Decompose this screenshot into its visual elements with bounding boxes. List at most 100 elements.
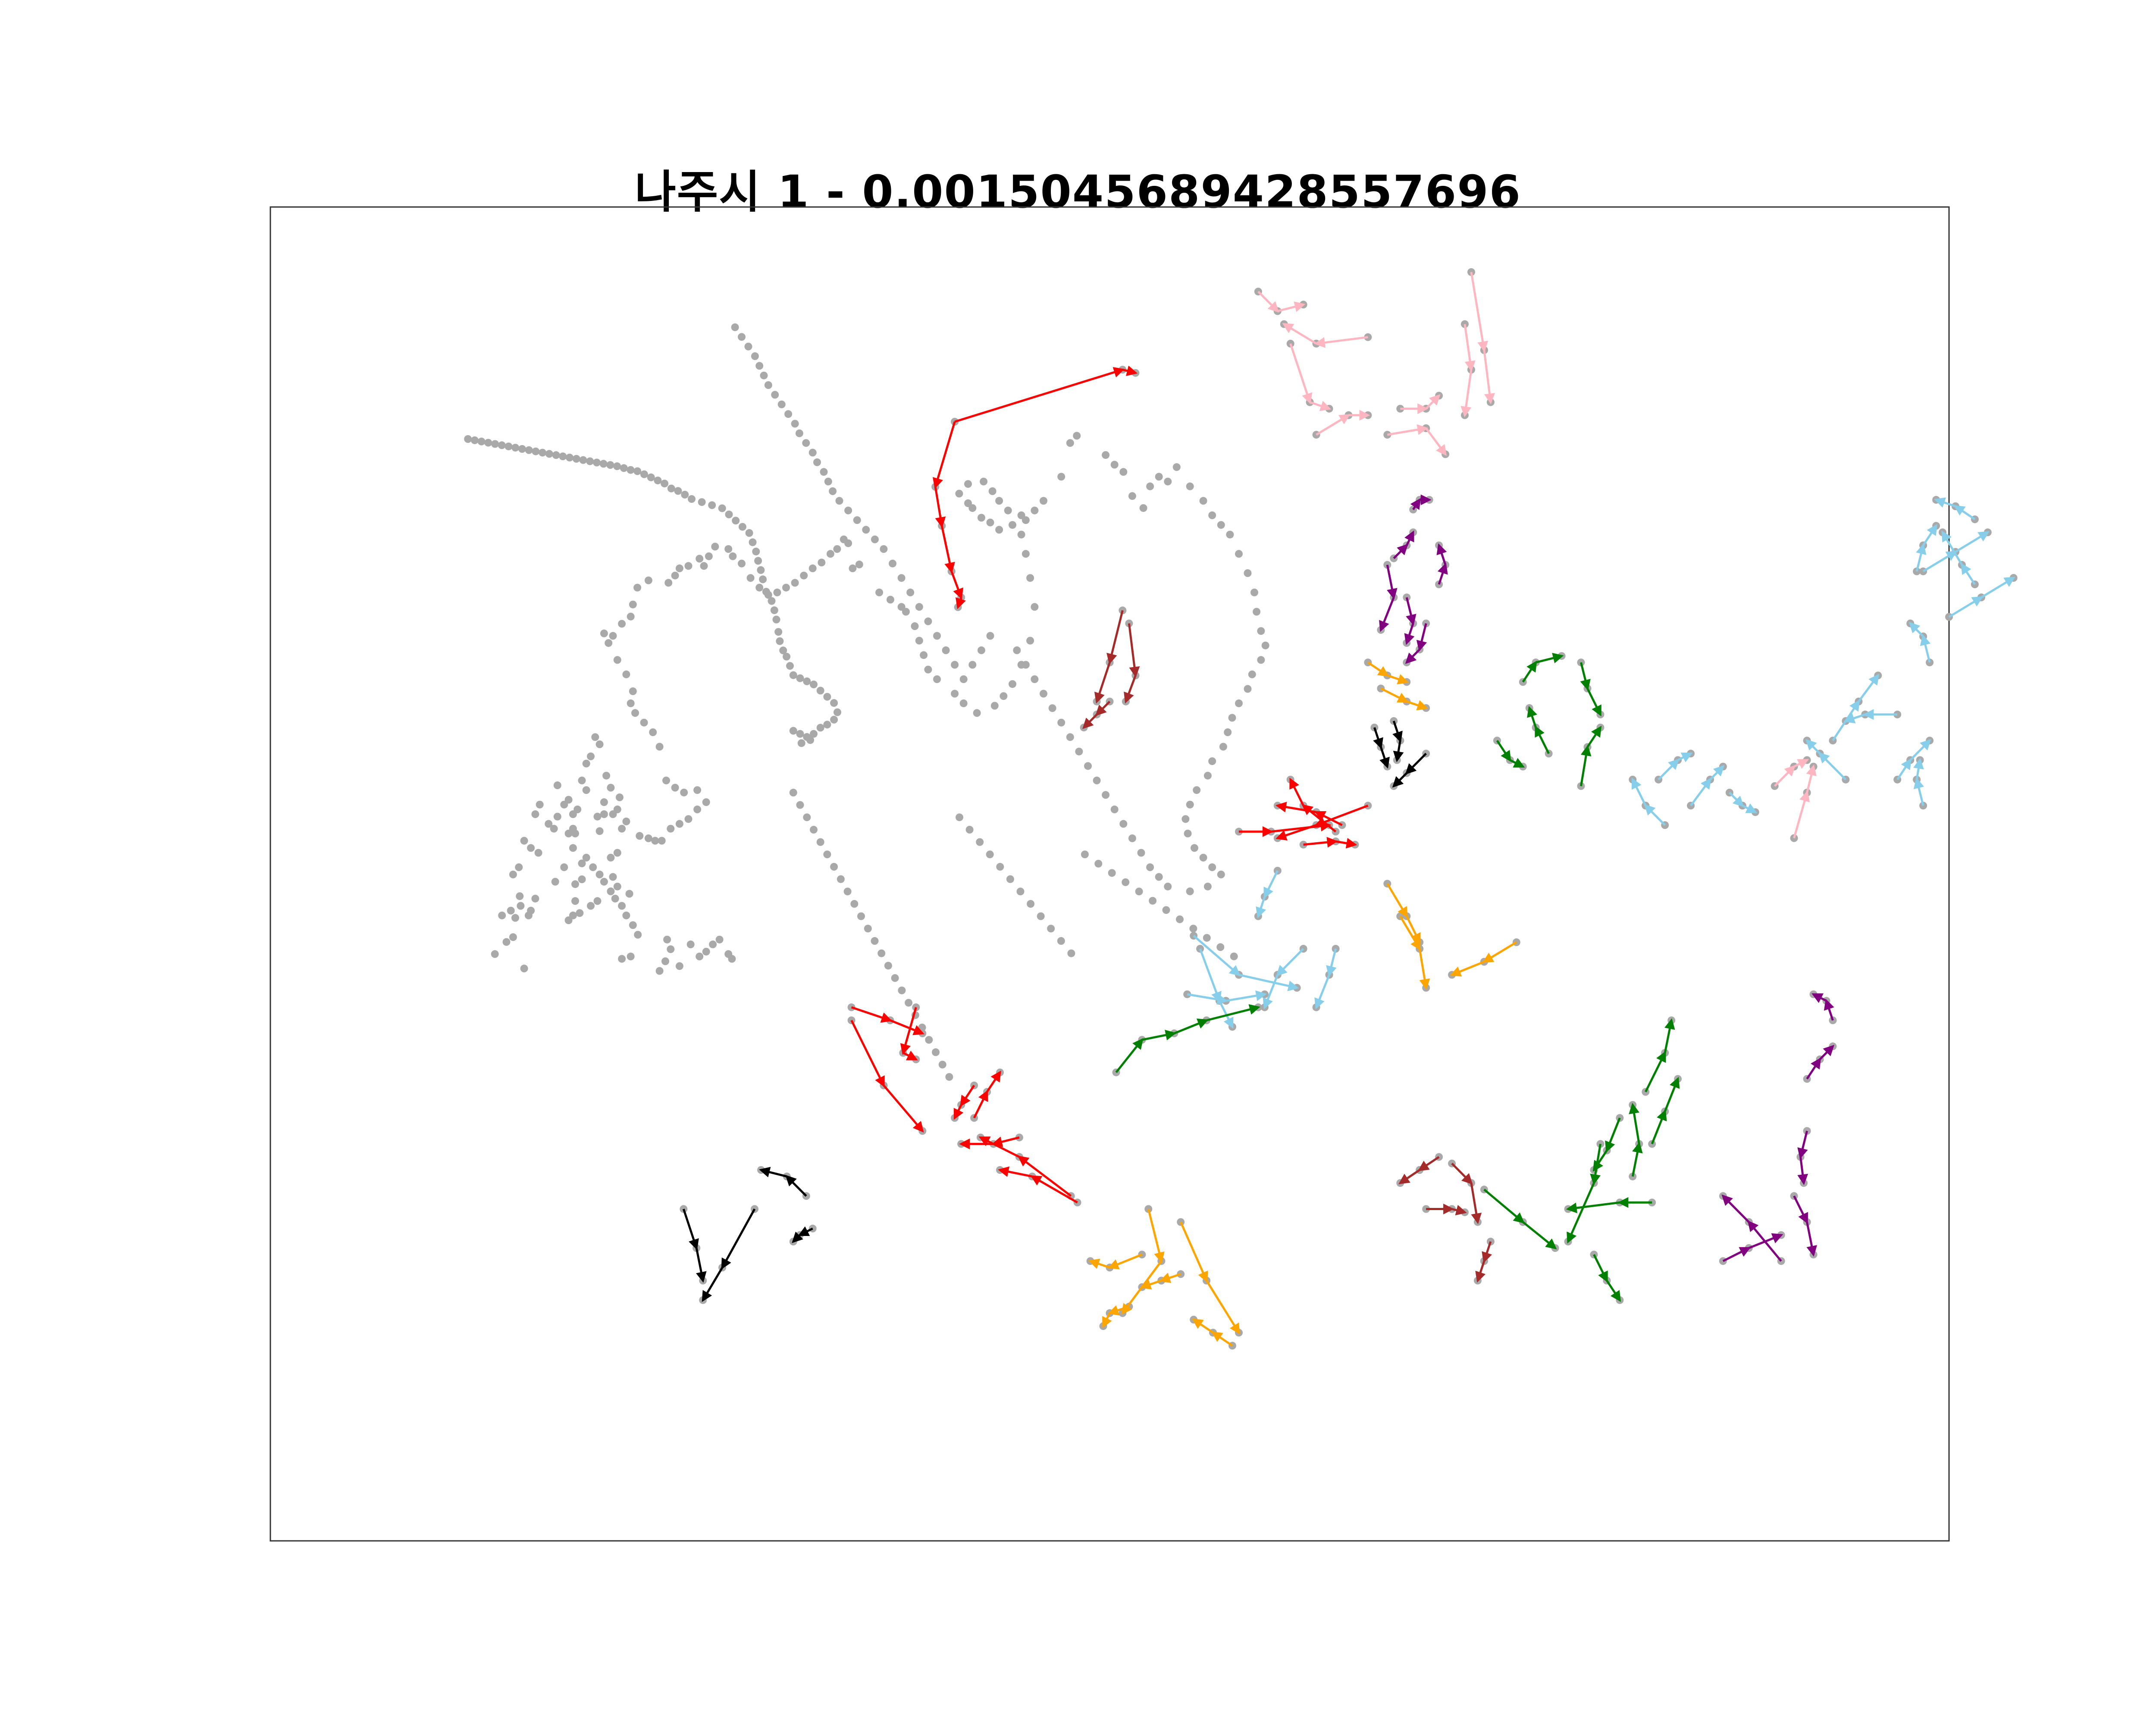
node-point	[835, 497, 843, 505]
node-point	[1017, 530, 1025, 539]
edge-arrow	[1017, 1155, 1072, 1197]
node-point	[613, 849, 621, 857]
node-point	[680, 788, 688, 797]
edge-arrow	[682, 1208, 699, 1250]
edge-arrow	[1961, 563, 1976, 585]
edge-arrow	[1386, 565, 1398, 600]
edge-arrow	[1580, 662, 1591, 691]
node-point	[696, 555, 704, 563]
node-point	[595, 827, 604, 835]
node-point	[539, 448, 547, 457]
node-point	[796, 730, 804, 738]
edge-arrow	[1314, 336, 1368, 348]
node-point	[618, 825, 626, 833]
node-point	[902, 608, 910, 616]
edge-arrow	[1289, 778, 1304, 806]
edge-arrow	[1263, 870, 1279, 899]
node-point	[609, 810, 617, 818]
node-point	[980, 477, 988, 486]
edge-arrow	[1406, 700, 1428, 711]
node-point	[1203, 772, 1212, 780]
node-point	[783, 652, 791, 661]
edge-arrow	[1416, 623, 1427, 652]
edge-arrow	[1580, 745, 1592, 787]
node-point	[524, 911, 533, 919]
edge-arrow	[890, 1019, 924, 1035]
edge-arrow	[1107, 1253, 1143, 1270]
edge-arrow	[1747, 1220, 1782, 1262]
node-point	[560, 800, 568, 809]
node-point	[502, 938, 511, 946]
node-point	[1119, 468, 1128, 476]
edge-arrow	[1605, 1117, 1621, 1153]
node-point	[661, 480, 669, 488]
node-point	[830, 715, 838, 724]
node-point	[1135, 888, 1143, 896]
edge-arrow	[1629, 1103, 1640, 1145]
node-point	[924, 617, 932, 625]
node-point	[770, 606, 778, 615]
node-point	[655, 743, 664, 751]
edge-arrow	[1451, 1205, 1467, 1216]
node-point	[622, 911, 630, 919]
edge-arrow	[991, 1136, 1020, 1147]
edge-arrow	[1913, 777, 1924, 806]
node-point	[1203, 882, 1212, 891]
node-point	[938, 1060, 946, 1069]
node-point	[571, 829, 579, 837]
node-point	[531, 810, 539, 818]
chart-title: 나주시 1 - 0.0015045689428557696	[635, 166, 1521, 218]
node-point	[744, 342, 752, 351]
node-point	[1119, 820, 1128, 828]
node-point	[755, 583, 764, 592]
edge-arrow	[1460, 369, 1473, 417]
node-point	[1022, 550, 1030, 558]
edge-arrow	[1124, 675, 1137, 704]
node-point	[1149, 897, 1157, 905]
edge-arrow	[1721, 1194, 1750, 1223]
node-point	[578, 776, 586, 784]
edge-arrow	[1496, 740, 1511, 762]
edge-arrow	[1437, 563, 1448, 585]
node-point	[572, 455, 580, 463]
node-point	[915, 637, 923, 645]
edge-arrow	[1275, 802, 1317, 813]
node-point	[924, 665, 932, 674]
edge-arrow	[1211, 1331, 1233, 1347]
edge-arrow	[792, 1232, 803, 1243]
edge-arrow	[973, 1090, 988, 1119]
edge-arrow	[1326, 948, 1337, 977]
node-point	[786, 662, 794, 670]
edge-arrow	[1470, 272, 1488, 352]
node-point	[705, 552, 713, 560]
node-point	[569, 844, 577, 852]
node-point	[1102, 791, 1110, 799]
node-point	[1186, 800, 1194, 809]
node-point	[1235, 699, 1243, 707]
edge-arrow	[1909, 739, 1931, 761]
edge-layer	[682, 272, 2015, 1347]
edge-arrow	[1405, 753, 1427, 775]
edge-arrow	[1896, 758, 1912, 781]
node-point	[618, 955, 626, 963]
node-point	[871, 937, 879, 945]
node-point	[1217, 521, 1225, 529]
node-point	[965, 825, 974, 834]
node-point	[553, 781, 561, 789]
edge-arrow	[759, 1167, 787, 1178]
node-point	[618, 902, 626, 910]
edge-arrow	[1147, 1208, 1165, 1264]
node-point	[802, 439, 810, 447]
node-point	[560, 863, 568, 871]
node-point	[732, 517, 740, 525]
edge-arrow	[1522, 660, 1537, 683]
node-point	[810, 730, 818, 738]
node-point	[688, 495, 696, 503]
node-point	[569, 810, 577, 818]
node-point	[915, 603, 923, 611]
node-point	[725, 510, 733, 518]
edge-arrow	[1470, 1182, 1482, 1224]
edge-arrow	[1106, 610, 1124, 665]
node-point	[531, 894, 539, 903]
edge-arrow	[950, 571, 963, 599]
